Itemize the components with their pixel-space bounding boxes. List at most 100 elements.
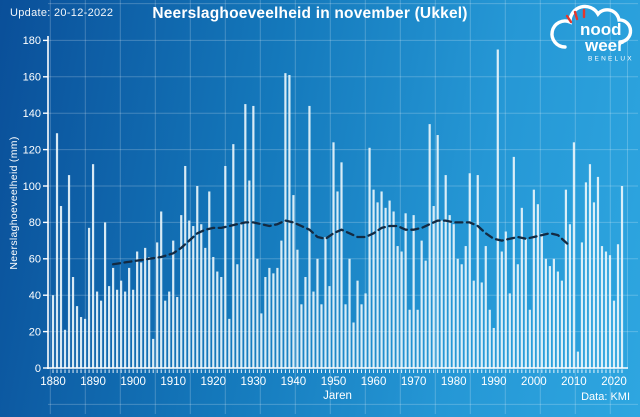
bar-1948 [324,236,327,368]
bar-1973 [424,260,427,368]
bar-2011 [576,351,580,368]
bar-1903 [144,247,147,368]
bar-1960 [372,189,375,368]
bar-2017 [600,246,604,368]
bar-1964 [388,200,391,368]
bar-1889 [87,227,91,368]
bar-1901 [136,251,139,368]
bar-1953 [344,304,347,368]
chart-title: Neerslaghoeveelheid in november (Ukkel) [152,5,468,22]
bar-1994 [508,293,511,368]
bar-1902 [140,262,143,368]
x-tick-label-2000: 2000 [521,376,547,388]
bar-1899 [128,267,131,368]
bar-1881 [55,133,59,368]
x-tick-label-2010: 2010 [561,376,587,388]
x-tick-label-1960: 1960 [361,376,387,388]
bar-1991 [496,49,499,368]
bar-1919 [208,191,211,368]
bar-1885 [71,277,75,368]
bar-1967 [400,251,403,368]
bar-1940 [292,195,295,368]
bar-1911 [176,297,179,368]
y-tick-label-0: 0 [35,363,41,375]
x-tick-label-1930: 1930 [241,376,267,388]
bar-1958 [364,293,367,368]
x-tick-label-1890: 1890 [80,376,106,388]
bar-1896 [116,289,119,368]
bar-1890 [91,164,95,368]
bar-1912 [180,215,183,368]
bar-1880 [51,295,55,368]
bar-1928 [244,104,247,368]
x-tick-label-1990: 1990 [481,376,507,388]
x-tick-label-1880: 1880 [40,376,66,388]
red-rays-icon [565,8,586,24]
y-tick-labels: 0 20 40 60 80 100 120 140 160 180 [23,35,41,375]
bar-1931 [256,258,259,368]
bar-2019 [608,255,612,368]
bar-1992 [500,251,503,368]
cloud-icon [550,4,633,49]
bar-1898 [124,291,127,368]
update-date-label: Update: 20-12-2022 [10,7,114,19]
bar-1937 [280,240,283,368]
bar-1972 [420,240,423,368]
bar-1942 [300,304,303,368]
bar-1998 [524,238,527,368]
y-tick-label-40: 40 [29,290,41,302]
bar-1882 [59,206,63,368]
bar-2022 [620,186,624,368]
y-tick-label-160: 160 [23,72,41,84]
y-axis-title: Neerslaghoeveelheid (mm) [8,136,20,270]
bar-1906 [156,242,159,368]
bar-1933 [264,277,267,368]
bar-1985 [472,280,475,368]
bar-1943 [304,277,307,368]
bar-2013 [584,182,588,368]
x-tick-label-1920: 1920 [200,376,226,388]
bar-1914 [188,220,191,368]
bars [51,49,624,369]
bar-1975 [432,206,435,368]
bar-2006 [556,271,559,368]
bar-2007 [560,280,563,368]
x-tick-label-1910: 1910 [160,376,186,388]
x-tick-label-1970: 1970 [401,376,427,388]
noodweer-benelux-logo: nood weer BENELUX [550,4,634,63]
bar-2016 [596,176,600,368]
bar-1883 [63,329,67,368]
bar-1956 [356,280,359,368]
bar-1946 [316,258,319,368]
bar-2001 [536,204,539,368]
bar-1920 [212,256,215,368]
bar-1892 [99,300,103,368]
bar-1959 [368,147,371,368]
logo-subtitle: BENELUX [588,56,634,63]
bar-1905 [152,338,155,368]
bar-1983 [464,246,467,368]
bar-1966 [396,246,399,368]
bar-1888 [83,318,87,368]
bar-1984 [468,173,471,368]
bar-1915 [192,226,195,368]
bar-2008 [564,189,568,368]
bar-1887 [79,317,83,368]
bar-2020 [612,300,616,368]
bar-1954 [348,258,351,368]
bar-1963 [384,207,387,368]
bar-1951 [336,191,339,368]
x-tick-label-1900: 1900 [120,376,146,388]
bar-1936 [276,267,279,368]
bar-1949 [328,286,331,368]
bar-1970 [412,215,415,368]
bar-1997 [520,207,523,368]
bar-1980 [452,224,455,368]
data-source-label: Data: KMI [581,391,630,403]
x-tick-label-2020: 2020 [601,376,627,388]
bar-1977 [440,220,443,368]
bar-1884 [67,175,71,368]
bar-1921 [216,271,219,368]
